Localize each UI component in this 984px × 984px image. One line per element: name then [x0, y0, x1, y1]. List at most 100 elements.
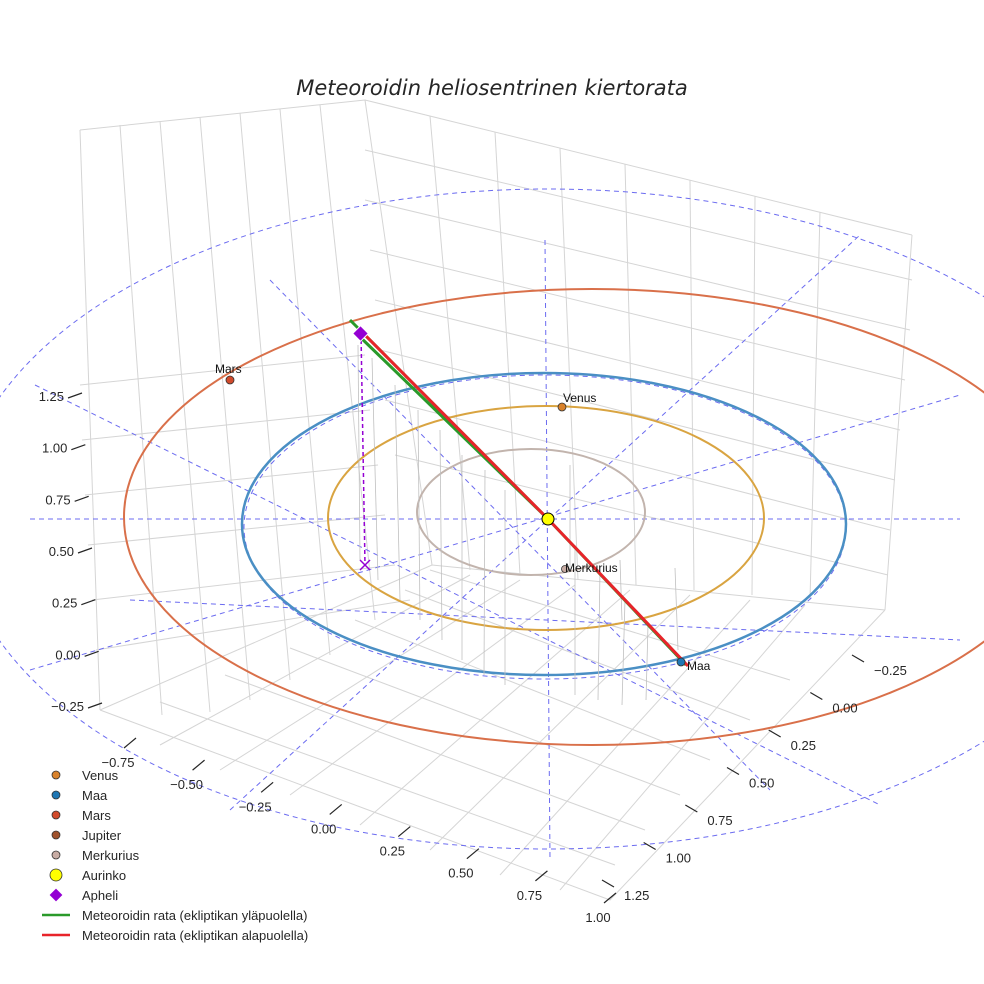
x-tick-mark: [603, 892, 617, 904]
x-tick-mark: [535, 870, 548, 882]
grid-line: [159, 120, 211, 713]
dropline: [371, 357, 379, 581]
x-tick-label: 0.75: [517, 888, 542, 903]
grid-line: [359, 589, 631, 826]
x-tick-label: 0.00: [311, 821, 336, 836]
aphelion-cross: [359, 559, 371, 571]
legend-circle-marker: [51, 830, 61, 840]
grid-line: [559, 147, 579, 581]
grid-line: [384, 399, 891, 531]
z-tick-label: 0.00: [55, 647, 80, 662]
grid-line: [364, 199, 911, 331]
x-tick-label: 0.25: [380, 844, 405, 859]
projection-droplines: [357, 344, 679, 706]
y-tick-mark: [768, 729, 781, 738]
dropline: [621, 599, 626, 706]
legend-label: Venus: [82, 768, 119, 783]
earth-orbit: [240, 371, 848, 677]
tick-marks: [67, 392, 865, 904]
grid-line: [289, 647, 681, 796]
legend-circle-marker: [51, 810, 61, 820]
z-tick-label: 1.00: [42, 441, 67, 456]
planet-orbits: [123, 288, 984, 746]
y-tick-mark: [851, 654, 865, 663]
dropline: [597, 569, 601, 701]
grid-line: [809, 211, 821, 601]
legend-label: Mars: [82, 808, 111, 823]
grid-line: [429, 594, 691, 851]
grid-line: [159, 701, 616, 866]
dropline: [645, 624, 649, 701]
x-tick-mark: [260, 781, 274, 793]
grid-line: [91, 564, 396, 601]
legend-circle-marker: [51, 850, 61, 860]
grid-line: [289, 584, 576, 796]
z-axis-ticks: −0.25 0.00 0.25 0.50 0.75 1.00 1.25: [39, 389, 84, 714]
y-tick-mark: [601, 879, 615, 888]
legend-circle-marker: [51, 770, 61, 780]
meteoroid-trajectory: [348, 318, 690, 668]
grid-line: [364, 149, 913, 281]
legend-label: Maa: [82, 788, 108, 803]
legend-label: Aurinko: [82, 868, 126, 883]
y-tick-mark: [726, 766, 740, 776]
grid-line: [751, 195, 756, 596]
z-tick-label: 0.25: [52, 596, 77, 611]
legend-label: Meteoroidin rata (ekliptikan yläpuolella…: [82, 908, 307, 923]
mercury-label: Merkurius: [565, 561, 618, 575]
dropline: [674, 567, 679, 651]
grid-line: [84, 464, 379, 496]
mercury-point: [561, 565, 569, 573]
grid-line: [199, 116, 251, 701]
x-tick-mark: [397, 826, 411, 838]
ecliptic-axis: [269, 279, 771, 791]
z-tick-mark: [71, 444, 86, 451]
z-tick-label: 0.50: [49, 544, 74, 559]
grid-line: [624, 163, 637, 586]
z-tick-mark: [77, 547, 93, 554]
grid-line: [499, 599, 751, 876]
ecliptic-axis: [544, 239, 551, 861]
y-tick-label: 0.50: [749, 776, 774, 791]
earth-point: [676, 657, 686, 667]
legend-label: Meteoroidin rata (ekliptikan alapuolella…: [82, 928, 308, 943]
ecliptic-axis: [129, 599, 961, 641]
ecliptic-axis: [34, 384, 881, 806]
mars-label: Mars: [215, 362, 242, 376]
x-tick-label: 0.50: [448, 866, 473, 881]
grid-line: [87, 514, 386, 546]
dropline: [417, 409, 421, 621]
grid-line: [429, 115, 471, 571]
legend-label: Jupiter: [82, 828, 122, 843]
aphelion-projection-marker: [359, 559, 371, 571]
chart-title: Meteoroidin heliosentrinen kiertorata: [296, 76, 688, 100]
grid-line: [159, 574, 471, 746]
y-axis-ticks: −0.25 0.00 0.25 0.50 0.75 1.00 1.25: [624, 663, 907, 903]
dropline: [394, 384, 401, 601]
ecliptic-axis: [29, 394, 961, 671]
x-axis-ticks: −0.75 −0.50 −0.25 0.00 0.25 0.50 0.75 1.00: [102, 755, 611, 925]
grid-line: [119, 124, 163, 716]
venus-orbit: [327, 405, 765, 631]
grid-line: [354, 619, 711, 761]
grid-line: [689, 179, 695, 591]
legend-circle-marker: [51, 790, 61, 800]
y-tick-mark: [810, 691, 823, 701]
mars-orbit: [123, 288, 984, 746]
y-tick-label: 0.75: [707, 813, 732, 828]
dropline: [357, 344, 361, 561]
grid-line: [394, 454, 889, 576]
venus-label: Venus: [563, 391, 596, 405]
y-tick-mark: [685, 804, 698, 813]
grid: [79, 99, 913, 901]
grid-line: [279, 108, 331, 656]
back-pane-edge: [79, 99, 913, 901]
dropline: [619, 559, 623, 621]
z-tick-label: 1.25: [39, 389, 64, 404]
legend-label: Apheli: [82, 888, 118, 903]
sun-point: [541, 512, 555, 526]
dropline: [483, 469, 486, 676]
z-tick-mark: [81, 599, 96, 606]
earth-label: Maa: [687, 659, 711, 673]
mercury-orbit: [416, 448, 646, 576]
